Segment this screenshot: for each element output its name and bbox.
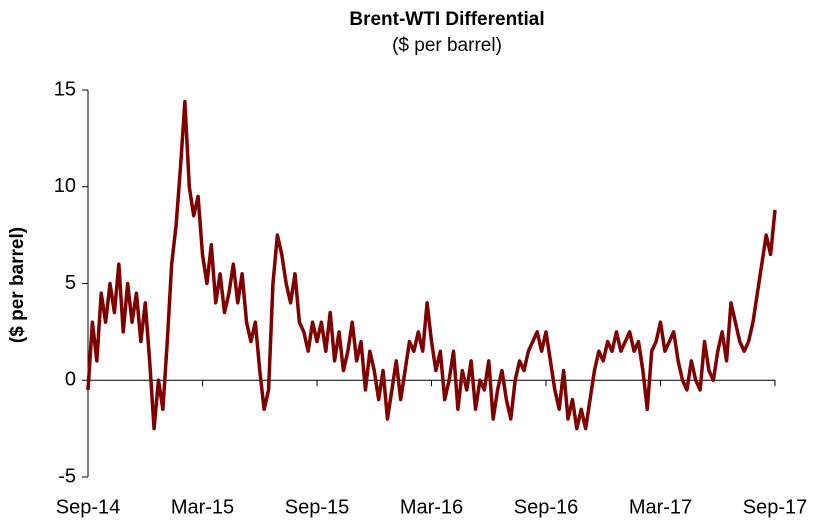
y-tick-label: 10 [54,175,76,197]
y-tick-label: 15 [54,78,76,100]
data-line [86,99,777,431]
y-tick-label: 5 [65,272,76,294]
y-tick-label: 0 [65,369,76,391]
x-tick-label: Sep-14 [56,496,121,518]
chart-title: Brent-WTI Differential [349,9,544,30]
x-tick-label: Mar-17 [629,496,692,518]
x-tick-label: Mar-16 [400,496,463,518]
y-tick-label: -5 [58,465,76,487]
x-tick-label: Mar-15 [171,496,234,518]
chart-subtitle: ($ per barrel) [392,35,502,56]
x-tick-label: Sep-16 [514,496,579,518]
x-tick-label: Sep-17 [743,496,808,518]
y-axis-label: ($ per barrel) [7,227,28,343]
x-tick-label: Sep-15 [285,496,350,518]
